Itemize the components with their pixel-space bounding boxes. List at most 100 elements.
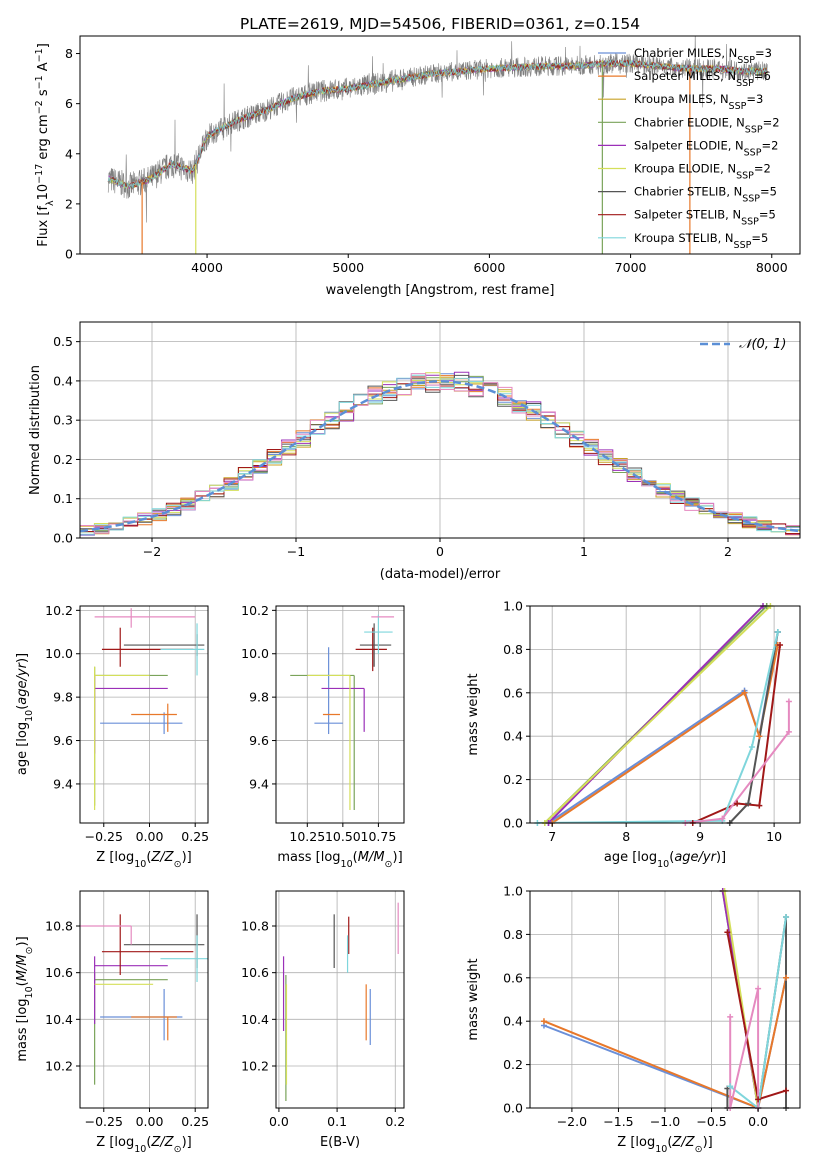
x-tick-label: 8000 — [756, 260, 788, 275]
legend-label: Chabrier MILES, NSSP=3 — [634, 46, 772, 66]
y-tick-label: 0.4 — [503, 729, 523, 744]
y-tick-label: 0 — [65, 247, 73, 262]
y-tick-label: 8 — [65, 46, 73, 61]
x-tick-label: 10.50 — [325, 829, 361, 844]
y-axis-label: mass weight — [466, 673, 481, 755]
weight-marker — [727, 1083, 734, 1090]
y-tick-label: 6 — [65, 96, 73, 111]
weight-line — [537, 631, 779, 823]
y-tick-label: 2 — [65, 196, 73, 211]
y-tick-label: 0.6 — [503, 970, 523, 985]
y-tick-label: 10.6 — [241, 965, 269, 980]
x-tick-label: 1 — [580, 544, 588, 559]
x-tick-label: 0.00 — [136, 1114, 164, 1129]
y-tick-label: 0.1 — [53, 491, 73, 506]
plot-area — [107, 36, 768, 254]
weight-marker — [783, 914, 790, 921]
weight-marker — [727, 1013, 734, 1020]
weight-line — [685, 701, 790, 823]
legend-label: Salpeter ELODIE, NSSP=2 — [634, 138, 778, 158]
weight-line — [729, 916, 787, 1108]
y-tick-label: 10.2 — [241, 1059, 269, 1074]
weight-line — [547, 631, 779, 823]
legend-label: Chabrier ELODIE, NSSP=2 — [634, 115, 780, 135]
legend-label: 𝒩(0, 1) — [739, 337, 786, 352]
weight-marker — [734, 800, 741, 807]
y-tick-label: 0.8 — [503, 927, 523, 942]
y-tick-label: 0.2 — [503, 1057, 523, 1072]
x-axis-label: age [log10(age/yr)] — [604, 850, 726, 870]
axes-frame — [79, 890, 209, 1109]
x-tick-label: 9 — [696, 829, 704, 844]
weight-marker — [756, 733, 763, 740]
x-tick-label: 0.2 — [385, 1114, 405, 1129]
y-tick-label: 10.2 — [45, 1059, 73, 1074]
x-tick-label: 4000 — [191, 260, 223, 275]
model-spectrum — [107, 58, 768, 190]
weight-marker — [748, 744, 755, 751]
axes-frame — [275, 890, 405, 1109]
residuals-panel: −2 −1 0 1 2 0.0 0.1 0.2 0.3 0.4 0.5 𝒩(0, 1) (data-mo… — [28, 321, 801, 582]
weight-marker — [774, 629, 781, 636]
x-tick-label: −1.5 — [603, 1114, 633, 1129]
y-axis-label: mass weight — [466, 958, 481, 1040]
y-tick-label: 9.8 — [249, 690, 269, 705]
x-tick-label: 2 — [724, 544, 732, 559]
y-tick-label: 10.8 — [241, 919, 269, 934]
y-tick-label: 1.0 — [503, 599, 523, 614]
axes-frame — [79, 35, 801, 255]
weight-marker — [783, 1087, 790, 1094]
x-tick-label: 10 — [766, 829, 782, 844]
weight-line — [544, 606, 772, 823]
x-axis-label: (data-model)/error — [380, 567, 501, 582]
y-tick-label: 0.2 — [53, 452, 73, 467]
plot-area — [537, 606, 790, 823]
x-tick-label: 10.75 — [361, 829, 397, 844]
weight-marker — [741, 689, 748, 696]
y-tick-label: 0.6 — [503, 685, 523, 700]
x-tick-label: −0.5 — [696, 1114, 726, 1129]
weight-marker — [785, 698, 792, 705]
legend-label: Chabrier STELIB, NSSP=5 — [634, 185, 777, 205]
y-tick-label: 10.2 — [241, 603, 269, 618]
plot-area — [80, 371, 800, 538]
x-tick-label: 7 — [548, 829, 556, 844]
weight-line — [547, 606, 764, 823]
residual-histogram — [80, 373, 800, 538]
x-tick-label: −2 — [143, 544, 161, 559]
y-tick-label: 0.0 — [503, 816, 523, 831]
weight-line — [551, 644, 779, 823]
x-tick-label: 10.25 — [289, 829, 325, 844]
x-tick-label: 0.0 — [748, 1114, 768, 1129]
x-tick-label: 8 — [622, 829, 630, 844]
y-tick-label: 10.0 — [45, 646, 73, 661]
model-spectrum — [107, 59, 768, 189]
y-tick-label: 9.6 — [53, 733, 73, 748]
y-tick-label: 0.0 — [503, 1101, 523, 1116]
y-tick-label: 0.0 — [53, 531, 73, 546]
y-tick-label: 9.4 — [249, 776, 269, 791]
weight-marker — [755, 985, 762, 992]
x-axis-label: mass [log10(M/M⊙)] — [277, 850, 402, 870]
weight-line — [543, 977, 787, 1108]
figure-title: PLATE=2619, MJD=54506, FIBERID=0361, z=0… — [240, 15, 640, 33]
y-tick-label: 10.8 — [45, 919, 73, 934]
legend-label: Salpeter STELIB, NSSP=5 — [634, 208, 776, 228]
spectrum-panel: 4000 5000 6000 7000 8000 0 2 4 6 8 Chabrier MILES,… — [34, 35, 801, 298]
y-axis-label: mass [log10(M/M⊙)] — [15, 936, 35, 1061]
x-tick-label: −2.0 — [557, 1114, 587, 1129]
x-tick-label: 6000 — [474, 260, 506, 275]
legend-label: Kroupa ELODIE, NSSP=2 — [634, 162, 771, 182]
weight-line — [692, 644, 781, 823]
y-tick-label: 0.4 — [503, 1014, 523, 1029]
y-tick-label: 10.4 — [241, 1012, 269, 1027]
legend-label: Salpeter MILES, NSSP=6 — [634, 69, 771, 89]
axes-frame — [529, 605, 801, 824]
plot-area — [290, 614, 395, 810]
x-tick-label: 0.1 — [327, 1114, 347, 1129]
x-tick-label: 5000 — [332, 260, 364, 275]
y-tick-label: 0.4 — [53, 373, 73, 388]
y-tick-label: 10.2 — [45, 603, 73, 618]
plot-area — [94, 608, 205, 810]
y-tick-label: 4 — [65, 146, 73, 161]
